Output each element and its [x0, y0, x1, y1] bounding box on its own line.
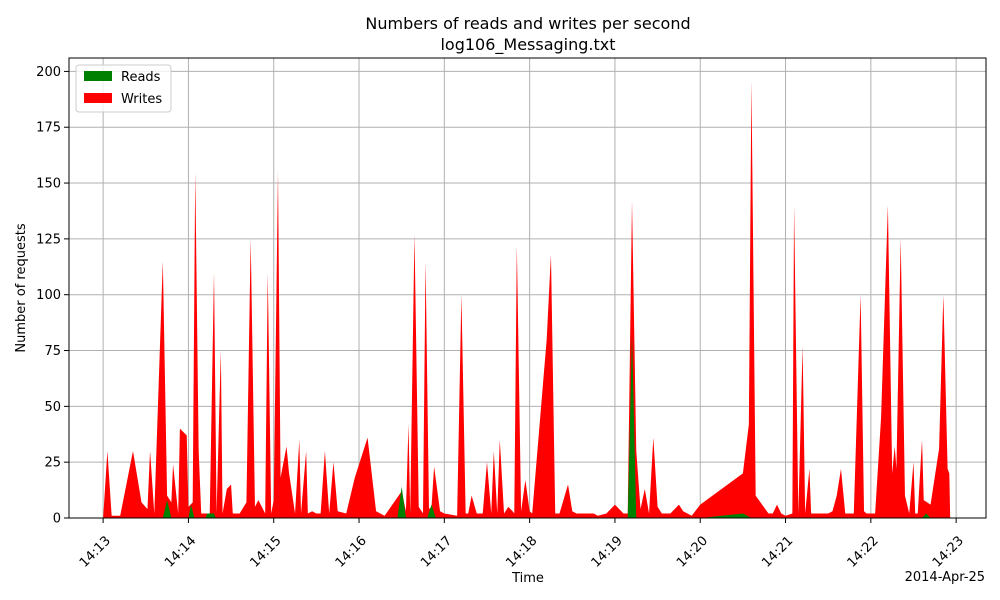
date-label: 2014-Apr-25 — [905, 570, 985, 585]
y-tick-label: 25 — [44, 456, 61, 471]
y-tick-label: 75 — [44, 344, 61, 359]
legend: Reads Writes — [75, 64, 172, 113]
grid — [69, 58, 986, 519]
y-axis-label: Number of requests — [14, 223, 29, 352]
legend-swatch-writes — [84, 93, 112, 103]
x-axis-label: Time — [511, 571, 544, 586]
y-tick-label: 50 — [44, 400, 61, 415]
y-tick-label: 200 — [36, 65, 61, 80]
legend-swatch-reads — [84, 71, 112, 81]
legend-label-writes: Writes — [121, 92, 162, 107]
legend-label-reads: Reads — [121, 70, 161, 85]
y-tick-label: 150 — [36, 177, 61, 192]
y-tick-label: 175 — [36, 121, 61, 136]
y-tick-label: 100 — [36, 288, 61, 303]
chart-title: Numbers of reads and writes per second — [365, 14, 690, 33]
y-tick-label: 125 — [36, 232, 61, 247]
plot-frame — [68, 57, 987, 519]
chart-subtitle: log106_Messaging.txt — [440, 35, 615, 55]
y-tick-label: 0 — [53, 512, 61, 527]
